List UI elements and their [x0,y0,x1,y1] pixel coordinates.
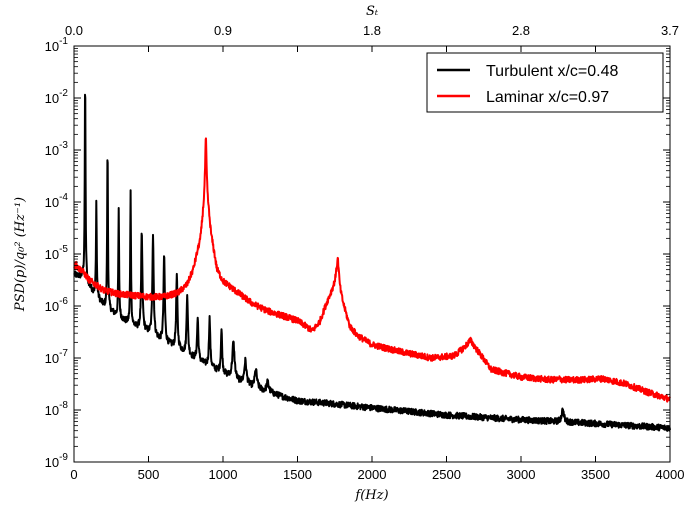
x-tick-label: 2000 [358,467,387,482]
legend-label-laminar: Laminar x/c=0.97 [486,89,609,106]
top-tick-label: 1.8 [363,23,381,38]
y-tick-label: 10-5 [45,244,69,262]
top-tick-label: 0.0 [65,23,83,38]
top-tick-label: 3.7 [661,23,679,38]
x-axis-ticks: 0 500 1000 1500 2000 2500 3000 3500 4000 [70,46,684,482]
legend-box [426,52,664,113]
y-tick-label: 10-1 [45,36,69,54]
x-tick-label: 1000 [209,467,238,482]
top-tick-label: 0.9 [214,23,232,38]
y-tick-label: 10-3 [45,140,69,158]
legend-label-turbulent: Turbulent x/c=0.48 [486,63,618,80]
x-axis-label: f(Hz) [354,488,388,503]
y-axis-ticks: 10-9 10-8 10-7 10-6 10-5 10-4 10-3 10-2 10-1 [45,36,670,470]
y-tick-label: 10-8 [45,400,69,418]
x-tick-label: 2500 [432,467,461,482]
top-axis-label: Sₜ [366,4,379,19]
series-group [73,93,671,432]
x-tick-label: 3500 [581,467,610,482]
x-tick-label: 3000 [507,467,536,482]
top-tick-label: 2.8 [512,23,530,38]
legend: Turbulent x/c=0.48 Laminar x/c=0.97 [426,52,664,113]
x-tick-label: 0 [70,467,77,482]
y-tick-label: 10-4 [45,192,69,210]
y-tick-label: 10-6 [45,296,69,314]
series-line-turbulent [73,93,671,432]
y-tick-label: 10-7 [45,348,69,366]
plot-area [74,46,670,462]
x-tick-label: 4000 [656,467,685,482]
series-line-laminar [73,137,671,403]
y-axis-label: PSD(p)/q₀² (Hz⁻¹) [13,197,28,312]
top-axis-ticks: 0.0 0.9 1.8 2.8 3.7 [65,23,679,38]
y-tick-label: 10-9 [45,452,69,470]
x-tick-label: 1500 [283,467,312,482]
x-tick-label: 500 [138,467,160,482]
y-tick-label: 10-2 [45,88,69,106]
